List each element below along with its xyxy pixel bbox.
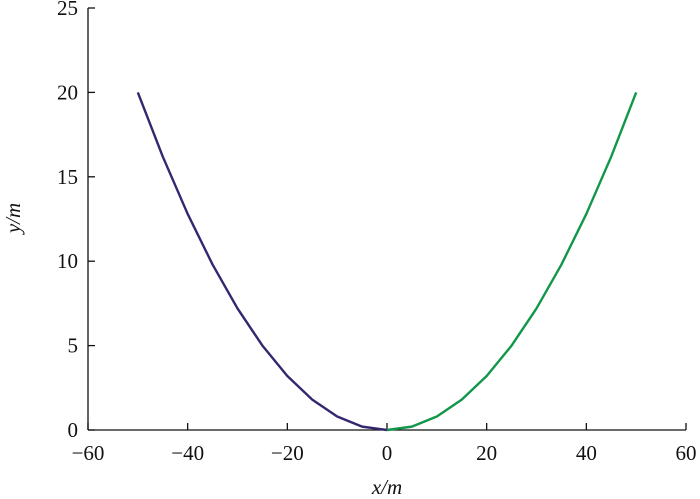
y-tick-label: 5 bbox=[68, 334, 79, 358]
y-tick-label: 20 bbox=[57, 80, 78, 104]
y-axis-label: y/m bbox=[1, 203, 25, 235]
x-tick-label: 40 bbox=[576, 441, 597, 465]
x-tick-label: 0 bbox=[382, 441, 393, 465]
x-tick-label: 60 bbox=[676, 441, 697, 465]
y-tick-label: 0 bbox=[68, 418, 79, 442]
x-axis-label: x/m bbox=[371, 475, 402, 499]
line-series bbox=[136, 91, 388, 432]
x-tick-label: −40 bbox=[171, 441, 204, 465]
x-tick-label: −20 bbox=[271, 441, 304, 465]
x-tick-label: −60 bbox=[72, 441, 105, 465]
y-tick-label: 25 bbox=[57, 0, 78, 20]
line-series bbox=[386, 91, 638, 432]
y-tick-label: 15 bbox=[57, 165, 78, 189]
x-tick-label: 20 bbox=[476, 441, 497, 465]
y-tick-label: 10 bbox=[57, 249, 78, 273]
